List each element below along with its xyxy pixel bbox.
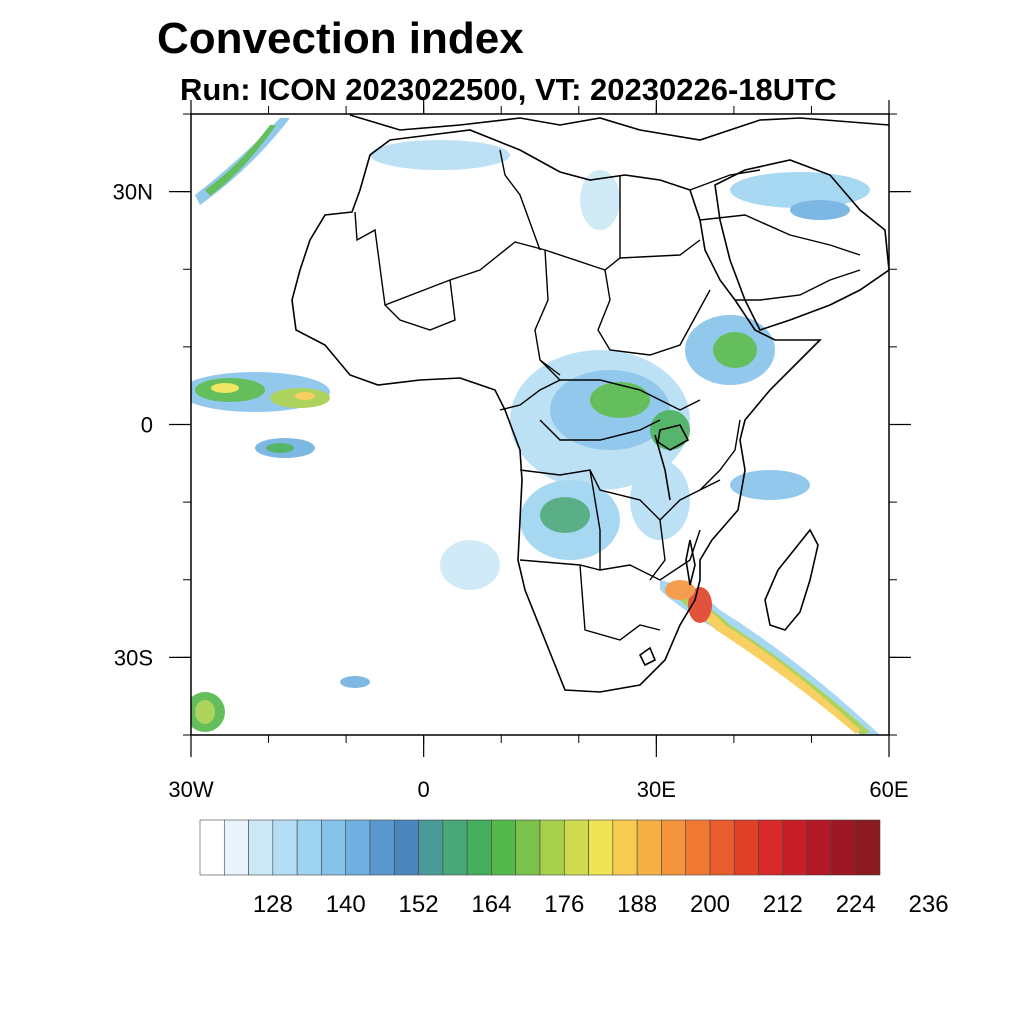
colorbar-box — [296, 819, 322, 876]
europe-coast — [349, 114, 889, 141]
colorbar-box — [539, 819, 565, 876]
colorbar-box — [491, 819, 517, 876]
colorbar-box — [636, 819, 662, 876]
colorbar-box — [782, 819, 808, 876]
africa-coastline — [291, 129, 822, 693]
colorbar-box — [393, 819, 419, 876]
colorbar-tick-label: 224 — [836, 891, 876, 918]
colorbar-tick-label: 188 — [617, 891, 657, 918]
colorbar-box — [272, 819, 298, 876]
map-area — [191, 114, 889, 735]
colorbar-box — [515, 819, 541, 876]
x-tick-label: 30W — [168, 777, 213, 802]
country-borders — [354, 149, 861, 641]
y-tick-label: 30S — [114, 645, 153, 670]
madagascar-coastline — [764, 528, 819, 631]
colorbar-tick-label: 140 — [326, 891, 366, 918]
x-tick-label: 30E — [637, 777, 676, 802]
colorbar-box — [345, 819, 371, 876]
colorbar-box — [758, 819, 784, 876]
lake-victoria — [657, 424, 690, 451]
x-tick-label: 0 — [418, 777, 430, 802]
coastlines — [291, 114, 889, 693]
colorbar-box — [612, 819, 638, 876]
colorbar-box — [806, 819, 832, 876]
colorbar-box — [588, 819, 614, 876]
colorbar-box — [466, 819, 492, 876]
convection-field — [191, 118, 880, 735]
colorbar-tick-label: 164 — [471, 891, 511, 918]
colorbar-tick-label: 200 — [690, 891, 730, 918]
colorbar-box — [199, 819, 225, 876]
axis-ticks — [169, 100, 911, 757]
x-tick-label: 60E — [869, 777, 908, 802]
colorbar-box — [248, 819, 274, 876]
colorbar-box — [321, 819, 347, 876]
arabia-coastline — [714, 159, 889, 331]
colorbar-tick-label: 128 — [253, 891, 293, 918]
axis-tick-labels: 30W 0 30E 60E 30N 0 30S — [113, 180, 909, 802]
colorbar-tick-label: 236 — [909, 891, 949, 918]
colorbar-box — [831, 819, 857, 876]
map-subtitle: Run: ICON 2023022500, VT: 20230226-18UTC — [180, 72, 837, 107]
y-tick-label: 30N — [113, 180, 153, 205]
colorbar-box — [709, 819, 735, 876]
colorbar-tick-label: 176 — [544, 891, 584, 918]
colorbar-tick-label: 152 — [399, 891, 439, 918]
colorbar-box — [855, 819, 881, 876]
map-title: Convection index — [157, 14, 524, 63]
colorbar-tick-label: 212 — [763, 891, 803, 918]
colorbar-box — [563, 819, 589, 876]
colorbar-box — [223, 819, 249, 876]
colorbar-box — [418, 819, 444, 876]
colorbar-box — [369, 819, 395, 876]
lakes — [638, 424, 696, 667]
colorbar-box — [685, 819, 711, 876]
colorbar-box — [442, 819, 468, 876]
colorbar-box — [733, 819, 759, 876]
colorbar: 128 140 152 164 176 188 200 212 224 236 — [199, 819, 949, 918]
y-tick-label: 0 — [141, 413, 153, 438]
colorbar-box — [661, 819, 687, 876]
